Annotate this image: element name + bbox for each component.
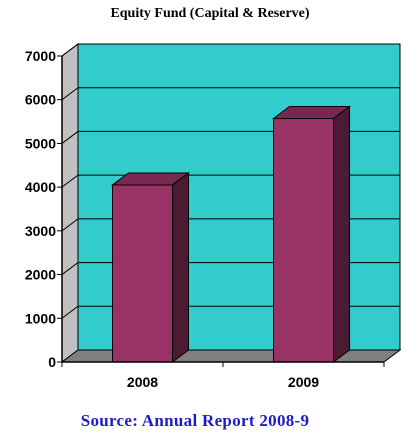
y-tick-label-4000: 4000 (25, 179, 56, 195)
y-tick-label-7000: 7000 (25, 48, 56, 64)
bars (111, 105, 351, 363)
x-category-label-2009: 2009 (288, 374, 319, 390)
y-tick-label-0: 0 (48, 354, 56, 370)
y-tick-label-5000: 5000 (25, 135, 56, 151)
chart-title: Equity Fund (Capital & Reserve) (110, 6, 310, 21)
y-tick-label-6000: 6000 (25, 92, 56, 108)
bar-side-2009 (333, 105, 350, 363)
x-category-label-2008: 2008 (127, 374, 158, 390)
y-axis-ticks: 0 1000 2000 3000 4000 5000 6000 7000 (25, 48, 62, 370)
bar-2008 (112, 184, 173, 363)
y-tick-label-2000: 2000 (25, 267, 56, 283)
source-note: Source: Annual Report 2008-9 (80, 411, 310, 430)
side-wall (61, 43, 79, 363)
bar-2009 (273, 118, 334, 363)
x-axis-categories: 2008 2009 (61, 362, 385, 390)
y-tick-label-3000: 3000 (25, 223, 56, 239)
bar-side-2008 (172, 171, 189, 363)
gridline-6000 (61, 87, 400, 101)
y-tick-label-1000: 1000 (25, 310, 56, 326)
gridline-7000 (61, 43, 400, 57)
